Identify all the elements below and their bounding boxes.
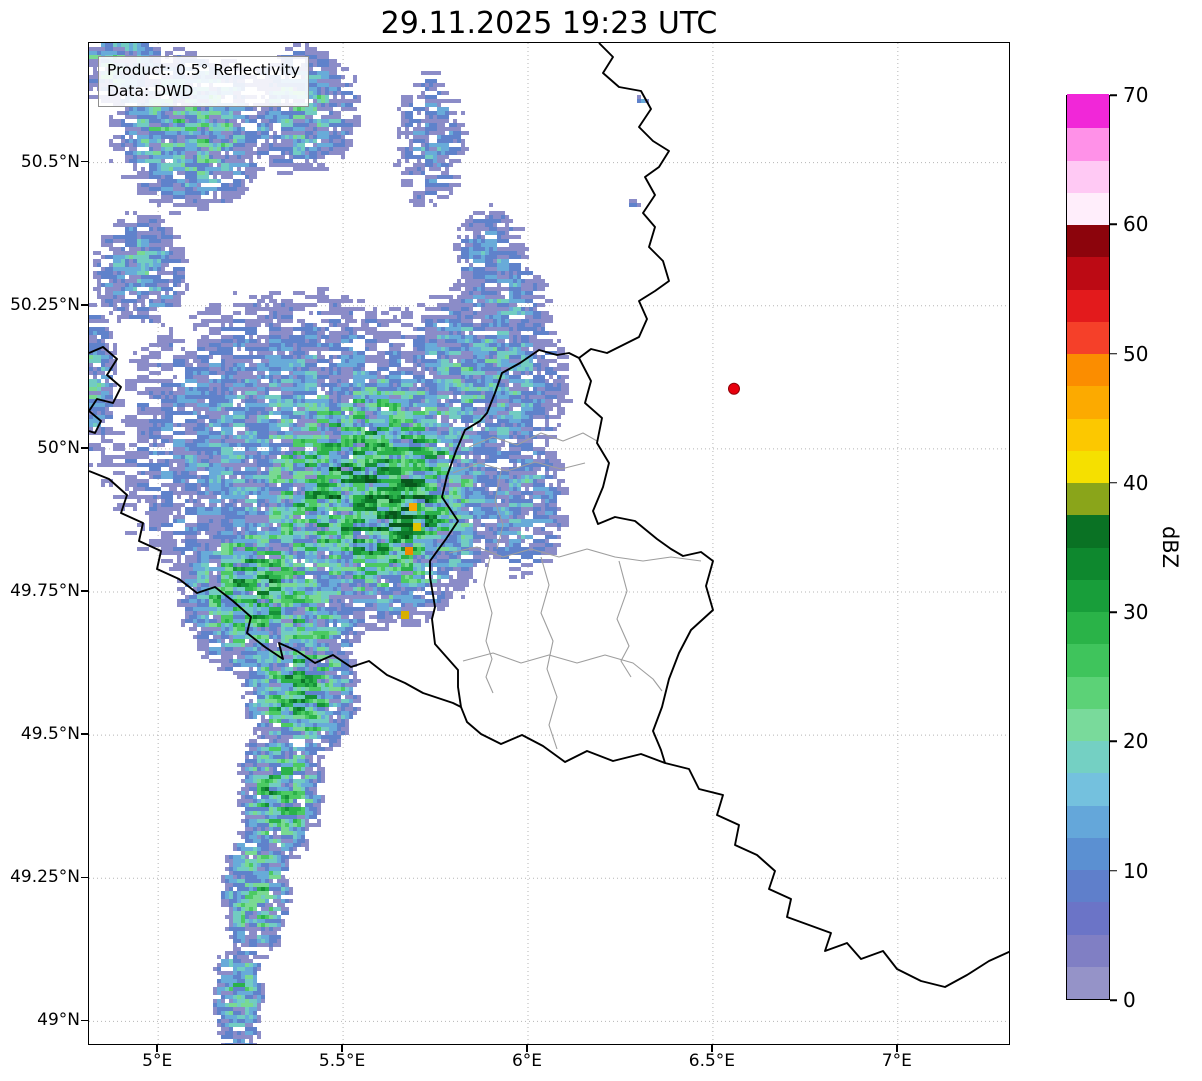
colorbar-tick-mark <box>1110 999 1117 1001</box>
x-tick-label: 5°E <box>142 1051 173 1071</box>
colorbar-tick-mark <box>1110 482 1117 484</box>
colorbar-tick-mark <box>1110 869 1117 872</box>
colorbar-segment <box>1067 513 1109 548</box>
y-tick-label: 50.25°N <box>10 294 80 315</box>
country-border <box>89 470 462 708</box>
colorbar-segment <box>1067 739 1109 774</box>
y-tick-label: 49.75°N <box>10 581 80 602</box>
x-tick-label: 5.5°E <box>318 1051 366 1071</box>
colorbar-tick-label: 70 <box>1123 83 1149 107</box>
colorbar-segment <box>1067 223 1109 258</box>
country-border <box>429 349 714 764</box>
colorbar-tick-label: 50 <box>1123 341 1149 366</box>
colorbar-tick-label: 20 <box>1123 729 1149 754</box>
y-tick-label: 50°N <box>37 437 80 458</box>
district-border <box>494 470 504 550</box>
x-tick-label: 6.5°E <box>688 1051 736 1071</box>
station-marker-dot <box>727 382 740 395</box>
district-border <box>448 546 702 562</box>
colorbar-tick-label: 30 <box>1123 600 1149 625</box>
district-border <box>468 432 598 448</box>
x-tick-mark <box>156 1045 158 1052</box>
colorbar-segment <box>1067 642 1109 677</box>
y-tick-mark <box>81 304 88 306</box>
colorbar-segment <box>1067 384 1109 419</box>
district-border <box>540 556 558 750</box>
x-tick-mark <box>341 1045 343 1052</box>
y-tick-mark <box>81 160 88 163</box>
y-tick-label: 49°N <box>37 1010 80 1031</box>
district-border <box>483 556 494 694</box>
x-tick-label: 6°E <box>511 1051 543 1071</box>
colorbar-segment <box>1067 835 1109 870</box>
colorbar-segment <box>1067 319 1109 354</box>
colorbar <box>1066 94 1110 1000</box>
colorbar-segment <box>1067 126 1109 161</box>
colorbar-segment <box>1067 481 1109 516</box>
x-tick-mark <box>526 1045 528 1052</box>
colorbar-segment <box>1067 803 1109 838</box>
colorbar-segment <box>1067 448 1109 483</box>
map-plot-area: Product: 0.5° Reflectivity Data: DWD <box>88 42 1010 1045</box>
colorbar-segment <box>1067 900 1109 935</box>
colorbar-tick-mark <box>1110 223 1117 226</box>
product-line: Product: 0.5° Reflectivity <box>107 61 300 79</box>
colorbar-segment <box>1067 610 1109 645</box>
country-border <box>578 43 670 359</box>
colorbar-segment <box>1067 94 1109 129</box>
y-tick-mark <box>81 447 88 449</box>
colorbar-tick-label: 0 <box>1123 988 1136 1012</box>
colorbar-label: dBZ <box>1158 525 1182 569</box>
colorbar-segment <box>1067 868 1109 903</box>
y-tick-mark <box>81 733 88 735</box>
colorbar-segment <box>1067 255 1109 290</box>
country-border <box>89 346 122 434</box>
y-tick-mark <box>81 590 88 592</box>
colorbar-segment <box>1067 416 1109 451</box>
product-annotation: Product: 0.5° Reflectivity Data: DWD <box>98 56 309 107</box>
x-tick-mark <box>711 1045 713 1052</box>
y-tick-label: 49.5°N <box>20 724 80 745</box>
district-border <box>462 652 663 692</box>
colorbar-segment <box>1067 545 1109 580</box>
colorbar-tick-label: 40 <box>1123 470 1149 495</box>
colorbar-tick-mark <box>1110 94 1117 96</box>
colorbar-segment <box>1067 932 1109 967</box>
district-border <box>616 560 632 678</box>
radar-echo-layer <box>89 43 1009 1044</box>
colorbar-segment <box>1067 674 1109 709</box>
district-border <box>452 461 586 474</box>
colorbar-segment <box>1067 964 1109 999</box>
borders-layer <box>89 43 1009 988</box>
colorbar-segment <box>1067 352 1109 387</box>
data-source-line: Data: DWD <box>107 81 194 100</box>
colorbar-segment <box>1067 158 1109 193</box>
timestamp-title: 29.11.2025 19:23 UTC <box>380 6 718 41</box>
colorbar-tick-mark <box>1110 611 1117 613</box>
x-tick-label: 7°E <box>881 1051 912 1071</box>
y-tick-label: 50.5°N <box>20 151 80 172</box>
colorbar-segment <box>1067 287 1109 322</box>
colorbar-segment <box>1067 190 1109 225</box>
colorbar-segment <box>1067 706 1109 741</box>
country-border <box>664 762 1009 988</box>
y-tick-mark <box>81 876 88 878</box>
x-tick-mark <box>896 1045 898 1052</box>
colorbar-tick-mark <box>1110 352 1117 355</box>
colorbar-tick-label: 60 <box>1123 212 1149 237</box>
y-tick-mark <box>81 1019 88 1022</box>
colorbar-segment <box>1067 771 1109 806</box>
colorbar-tick-mark <box>1110 740 1117 743</box>
colorbar-tick-label: 10 <box>1123 858 1149 883</box>
colorbar-segment <box>1067 577 1109 612</box>
y-tick-label: 49.25°N <box>10 867 80 888</box>
